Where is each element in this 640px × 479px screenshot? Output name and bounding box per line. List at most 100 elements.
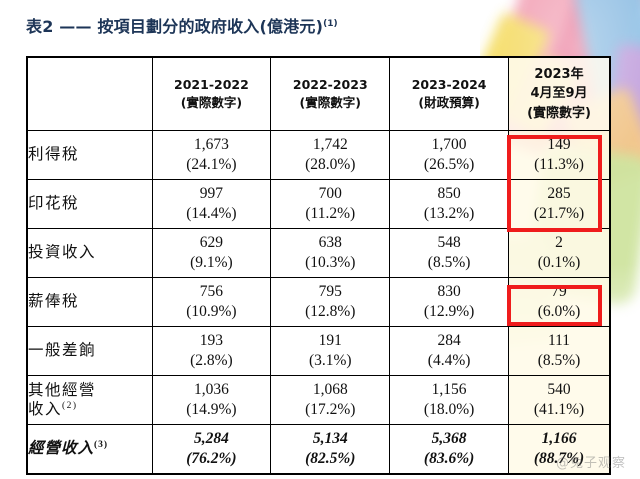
percent: (28.0%) [305,156,356,173]
cell-general-rates-apr-sep: 111 (8.5%) [508,326,611,376]
cell-stamp-duty-fy2021: 997 (14.4%) [151,179,272,229]
cell-investment-income-apr-sep: 2 (0.1%) [508,228,611,278]
header-cell-fy2021: 2021-2022 (實際數字) [151,56,272,131]
percent: (12.8%) [305,303,356,320]
percent: (13.2%) [423,205,475,222]
value: 5,368 [431,430,467,448]
table-body: 利得稅 1,673 (24.1%) 1,742 (28.0%) 1,700 (2… [26,130,611,475]
percent: (17.2%) [305,401,356,418]
percent: (0.1%) [537,254,581,271]
table-row-total: 經營收入(3) 5,284 (76.2%) 5,134 (82.5%) 5,36… [26,424,611,475]
header-fy2021-line1: 2021-2022 [174,76,249,92]
value: 1,742 [312,136,348,154]
cell-operating-revenue-apr-sep: 1,166 (88.7%) [508,424,611,475]
value: 850 [437,185,461,203]
header-fy2021-line2: (實際數字) [180,95,243,110]
cell-profits-tax-fy2023: 1,700 (26.5%) [389,130,510,180]
value: 1,166 [541,430,577,448]
value: 830 [437,283,461,301]
percent: (14.9%) [186,401,237,418]
value: 149 [547,136,571,154]
value: 79 [551,283,567,301]
header-fy2023-line1: 2023-2024 [411,76,487,92]
percent: (8.5%) [537,352,581,369]
percent: (41.1%) [533,401,585,418]
cell-operating-revenue-fy2021: 5,284 (76.2%) [151,424,272,475]
value: 2 [555,234,563,252]
value: 111 [547,332,571,350]
percent: (14.4%) [186,205,237,222]
row-label-stamp-duty: 印花稅 [26,179,153,229]
header-apr-sep-line1: 2023年 [534,66,584,82]
percent: (76.2%) [186,450,237,467]
cell-stamp-duty-fy2023: 850 (13.2%) [389,179,510,229]
row-label-footnote-marker: (3) [94,440,109,450]
header-fy2022-line1: 2022-2023 [292,76,368,92]
table-row: 印花稅 997 (14.4%) 700 (11.2%) 850 (13.2%) … [26,179,611,229]
percent: (26.5%) [423,156,475,173]
revenue-table: 2021-2022 (實際數字) 2022-2023 (實際數字) 2023-2… [26,56,611,475]
row-label-investment-income: 投資收入 [26,228,153,278]
cell-operating-revenue-fy2022: 5,134 (82.5%) [270,424,391,475]
header-apr-sep-line3: (實際數字) [527,105,591,121]
header-row: 2021-2022 (實際數字) 2022-2023 (實際數字) 2023-2… [26,56,611,131]
cell-salaries-tax-fy2022: 795 (12.8%) [270,277,391,327]
value: 1,156 [431,381,467,399]
table-header: 2021-2022 (實際數字) 2022-2023 (實際數字) 2023-2… [26,56,611,131]
row-label-profits-tax: 利得稅 [26,130,153,180]
value: 997 [199,185,224,203]
value: 193 [199,332,224,350]
cell-other-operating-revenue-apr-sep: 540 (41.1%) [508,375,611,425]
value: 284 [437,332,461,350]
cell-stamp-duty-fy2022: 700 (11.2%) [270,179,391,229]
row-label-line1: 其他經營 [28,381,97,399]
page-title-text: 表2 —— 按項目劃分的政府收入(億港元) [26,17,324,36]
percent: (12.9%) [423,303,475,320]
value: 1,700 [431,136,467,154]
value: 191 [318,332,342,350]
cell-general-rates-fy2022: 191 (3.1%) [270,326,391,376]
percent: (24.1%) [186,156,237,173]
row-label-footnote-marker: (2) [62,400,78,411]
percent: (2.8%) [190,352,233,369]
page-title-footnote-marker: (1) [323,19,338,29]
value: 548 [437,234,461,252]
cell-operating-revenue-fy2023: 5,368 (83.6%) [389,424,510,475]
table-row: 其他經營 收入(2) 1,036 (14.9%) 1,068 (17.2%) 1… [26,375,611,425]
cell-profits-tax-apr-sep: 149 (11.3%) [508,130,611,180]
header-fy2023-line2: (財政預算) [418,95,480,110]
cell-stamp-duty-apr-sep: 285 (21.7%) [508,179,611,229]
percent: (83.6%) [423,450,475,467]
value: 756 [199,283,224,301]
table-row: 一般差餉 193 (2.8%) 191 (3.1%) 284 (4.4%) 11… [26,326,611,376]
cell-investment-income-fy2023: 548 (8.5%) [389,228,510,278]
percent: (8.5%) [427,254,471,271]
value: 1,068 [312,381,348,399]
cell-general-rates-fy2021: 193 (2.8%) [151,326,272,376]
percent: (11.2%) [305,205,356,222]
header-cell-rowlabel [26,56,153,131]
page-title: 表2 —— 按項目劃分的政府收入(億港元) (1) [26,13,338,37]
percent: (88.7%) [533,450,585,467]
row-label-operating-revenue-total: 經營收入(3) [26,424,153,475]
cell-salaries-tax-fy2023: 830 (12.9%) [389,277,510,327]
header-apr-sep-line2: 4月至9月 [530,86,588,102]
percent: (9.1%) [190,254,233,271]
row-label-text: 經營收入 [28,440,95,458]
percent: (6.0%) [537,303,581,320]
value: 5,134 [312,430,348,448]
cell-other-operating-revenue-fy2021: 1,036 (14.9%) [151,375,272,425]
header-cell-fy2022: 2022-2023 (實際數字) [270,56,391,131]
value: 285 [547,185,571,203]
percent: (82.5%) [305,450,356,467]
value: 5,284 [193,430,229,448]
value: 1,673 [193,136,229,154]
cell-salaries-tax-apr-sep: 79 (6.0%) [508,277,611,327]
percent: (10.9%) [186,303,237,320]
table-row: 利得稅 1,673 (24.1%) 1,742 (28.0%) 1,700 (2… [26,130,611,180]
cell-investment-income-fy2021: 629 (9.1%) [151,228,272,278]
value: 795 [318,283,342,301]
percent: (21.7%) [533,205,585,222]
header-fy2022-line2: (實際數字) [299,95,361,110]
percent: (3.1%) [308,352,352,369]
